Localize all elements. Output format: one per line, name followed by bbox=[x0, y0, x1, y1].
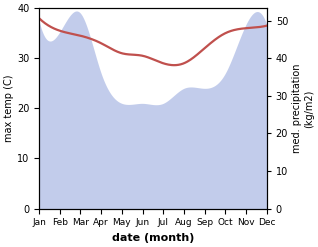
Y-axis label: max temp (C): max temp (C) bbox=[4, 75, 14, 142]
X-axis label: date (month): date (month) bbox=[112, 233, 194, 243]
Y-axis label: med. precipitation
(kg/m2): med. precipitation (kg/m2) bbox=[292, 64, 314, 153]
